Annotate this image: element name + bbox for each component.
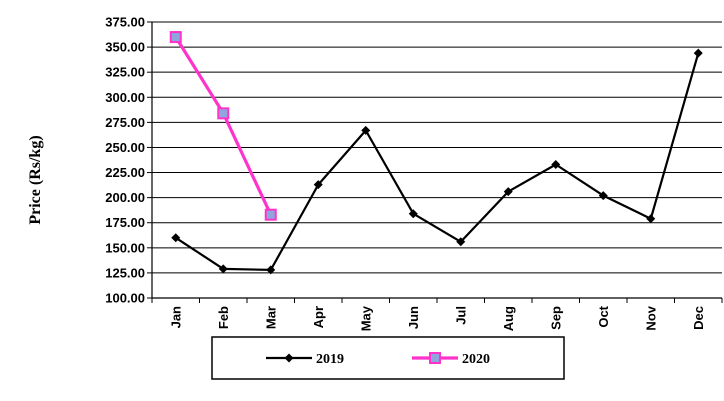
x-tick-label: Jun xyxy=(406,306,421,329)
y-tick-label: 325.00 xyxy=(105,65,145,80)
legend-marker-2019 xyxy=(284,353,294,363)
data-point-2019 xyxy=(313,180,323,190)
x-tick-label: Aug xyxy=(501,306,516,331)
data-point-2020 xyxy=(169,31,182,44)
data-point-2019 xyxy=(551,160,561,170)
x-tick-label: Nov xyxy=(643,305,658,330)
x-tick-label: Oct xyxy=(596,305,611,327)
series-line-2019 xyxy=(175,52,700,271)
x-tick-label: Dec xyxy=(691,306,706,330)
y-tick-label: 125.00 xyxy=(105,265,145,280)
legend: 2019 2020 xyxy=(211,336,565,380)
legend-box xyxy=(211,336,565,380)
series xyxy=(169,31,703,275)
data-point-2019 xyxy=(266,265,276,275)
x-tick-label: Apr xyxy=(311,306,326,328)
y-tick-label: 350.00 xyxy=(105,40,145,55)
data-point-2019 xyxy=(456,237,466,247)
y-axis-title: Price (Rs/kg) xyxy=(27,135,44,224)
data-point-2019 xyxy=(218,264,228,274)
data-point-2019 xyxy=(693,48,703,58)
legend-label-2020: 2020 xyxy=(462,352,490,367)
y-tick-label: 175.00 xyxy=(105,215,145,230)
y-tick-label: 250.00 xyxy=(105,140,145,155)
data-point-2019 xyxy=(646,214,656,224)
data-point-2020 xyxy=(264,208,277,221)
x-tick-label: Sep xyxy=(548,306,563,330)
data-point-2019 xyxy=(503,187,513,197)
data-point-2020 xyxy=(217,107,230,120)
series-line-2020 xyxy=(174,36,273,216)
y-tick-label: 200.00 xyxy=(105,190,145,205)
data-point-2019 xyxy=(171,233,181,243)
x-tick-label: Jan xyxy=(168,306,183,328)
x-tick-label: Feb xyxy=(216,306,231,329)
y-tick-label: 275.00 xyxy=(105,115,145,130)
y-tick-label: 375.00 xyxy=(105,15,145,30)
y-tick-label: 150.00 xyxy=(105,240,145,255)
legend-marker-2020 xyxy=(429,352,441,364)
data-point-2019 xyxy=(361,125,371,135)
legend-label-2019: 2019 xyxy=(316,352,344,367)
x-tick-label: Mar xyxy=(263,306,278,329)
y-tick-label: 100.00 xyxy=(105,291,145,306)
data-point-2019 xyxy=(408,209,418,219)
data-point-2019 xyxy=(598,191,608,201)
gridlines xyxy=(152,21,722,299)
y-tick-labels: 375.00 350.00 325.00 300.00 275.00 250.00 225.… xyxy=(105,15,145,306)
x-tick-label: Jul xyxy=(453,306,468,325)
x-tick-label: May xyxy=(358,305,373,331)
y-tick-label: 225.00 xyxy=(105,165,145,180)
axes xyxy=(147,21,723,303)
x-tick-labels: Jan Feb Mar Apr May Jun Jul Aug Sep Oct Nov Dec xyxy=(168,305,706,331)
y-tick-label: 300.00 xyxy=(105,90,145,105)
